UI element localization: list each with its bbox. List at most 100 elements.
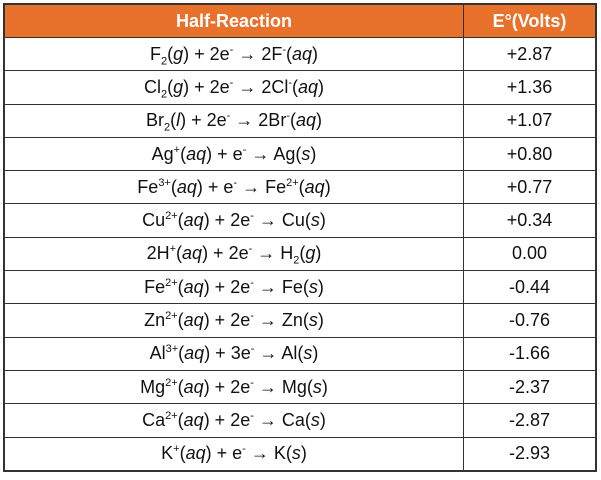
header-row: Half-Reaction E°(Volts): [3, 3, 597, 38]
reaction-cell: Mg2+(aq) + 2e- → Mg(s): [3, 369, 464, 405]
state-text: aq: [183, 409, 204, 430]
table-row: Cl2(g) + 2e- → 2Cl-(aq) +1.36: [3, 70, 597, 105]
table-row: Zn2+(aq) + 2e- → Zn(s) -0.76: [3, 303, 597, 338]
reaction-text: Al: [149, 343, 166, 364]
reaction-cell: Fe3+(aq) + e- → Fe2+(aq): [3, 170, 464, 205]
potential-cell: -2.87: [463, 403, 597, 438]
reaction-text: (: [177, 376, 184, 397]
reaction-text: (: [170, 176, 177, 197]
potential-cell: +2.87: [463, 36, 597, 72]
state-text: aq: [182, 243, 203, 264]
potential-cell: -2.93: [463, 436, 597, 472]
reaction-cell: Fe2+(aq) + 2e- → Fe(s): [3, 270, 464, 305]
supscript-text: -: [248, 243, 253, 256]
state-text: aq: [183, 210, 204, 231]
reaction-text: ): [318, 76, 325, 97]
state-text: aq: [184, 343, 205, 364]
supscript-text: -: [250, 310, 254, 323]
reduction-table: Half-Reaction E°(Volts) F2(g) + 2e- → 2F…: [3, 3, 597, 472]
header-cell: Half-Reaction: [3, 3, 464, 38]
state-text: aq: [183, 276, 204, 297]
state-text: g: [305, 243, 316, 264]
supscript-text: +: [173, 143, 181, 156]
reaction-text: Ag: [151, 143, 174, 164]
reaction-text: Br: [145, 110, 164, 131]
supscript-text: 3+: [158, 176, 171, 189]
potential-cell: -1.66: [463, 336, 597, 371]
reaction-text: ): [321, 376, 328, 397]
subscript-text: 2: [160, 88, 168, 101]
state-text: aq: [183, 376, 204, 397]
supscript-text: 2+: [165, 210, 178, 223]
supscript-text: -: [250, 343, 255, 356]
state-text: aq: [176, 176, 197, 197]
reaction-text: → Cu(: [253, 210, 311, 231]
table-row: Br2(l) + 2e- → 2Br-(aq) +1.07: [3, 103, 597, 138]
reaction-text: 2H: [146, 243, 170, 264]
reaction-text: (: [180, 143, 187, 164]
reaction-text: ): [317, 310, 324, 331]
reaction-text: (: [176, 243, 183, 264]
state-text: aq: [186, 143, 207, 164]
reaction-text: ): [316, 110, 323, 131]
supscript-text: -: [242, 443, 246, 456]
supscript-text: -: [250, 376, 254, 389]
state-text: aq: [304, 176, 325, 197]
supscript-text: 2+: [165, 376, 178, 389]
reaction-text: ) + 3e: [204, 343, 251, 364]
potential-cell: +0.80: [463, 136, 597, 172]
reaction-text: ) + 2e: [180, 110, 227, 131]
reaction-text: (: [167, 76, 174, 97]
table-row: Ag+(aq) + e- → Ag(s) +0.80: [3, 136, 597, 172]
reaction-text: (: [167, 43, 174, 64]
reaction-text: (: [299, 243, 306, 264]
supscript-text: 2+: [165, 409, 178, 422]
reaction-text: (: [178, 343, 185, 364]
reaction-text: → H: [252, 243, 294, 264]
supscript-text: 3+: [165, 343, 179, 356]
state-text: s: [312, 376, 322, 397]
supscript-text: -: [282, 43, 286, 56]
reaction-text: ) + 2e: [203, 409, 251, 430]
table-row: Al3+(aq) + 3e- → Al(s) -1.66: [3, 336, 597, 371]
potential-cell: -0.44: [463, 270, 597, 305]
subscript-text: 2: [293, 255, 300, 268]
reaction-cell: Ag+(aq) + e- → Ag(s): [3, 136, 464, 172]
reaction-cell: Al3+(aq) + 3e- → Al(s): [3, 336, 464, 371]
state-text: aq: [298, 76, 319, 97]
supscript-text: 2+: [286, 176, 299, 189]
potential-cell: -0.76: [463, 303, 597, 338]
supscript-text: -: [250, 210, 254, 223]
supscript-text: -: [229, 76, 234, 89]
reaction-text: (: [298, 176, 305, 197]
reaction-text: K: [161, 443, 174, 464]
reaction-cell: F2(g) + 2e- → 2F-(aq): [3, 36, 464, 72]
reaction-text: ) + 2e: [203, 210, 251, 231]
potential-cell: +0.77: [463, 170, 597, 205]
reaction-text: ) + 2e: [203, 276, 251, 297]
subscript-text: 2: [163, 121, 171, 134]
state-text: s: [291, 443, 301, 464]
table-body: F2(g) + 2e- → 2F-(aq) +2.87 Cl2(g) + 2e- →…: [3, 36, 597, 472]
state-text: l: [176, 110, 181, 131]
reaction-cell: Zn2+(aq) + 2e- → Zn(s): [3, 303, 464, 338]
reaction-cell: Ca2+(aq) + 2e- → Ca(s): [3, 403, 464, 438]
reaction-text: ): [319, 210, 326, 231]
supscript-text: 2+: [165, 310, 178, 323]
reaction-text: Mg: [140, 376, 166, 397]
reaction-text: → Fe: [237, 176, 287, 197]
reaction-text: → Ca(: [253, 409, 311, 430]
state-text: s: [310, 409, 320, 430]
state-text: aq: [295, 110, 317, 131]
state-text: g: [173, 76, 184, 97]
supscript-text: -: [288, 76, 292, 89]
reaction-text: ): [310, 143, 317, 164]
reaction-text: ) + 2e: [202, 243, 249, 264]
supscript-text: +: [169, 243, 177, 256]
table-row: K+(aq) + e- → K(s) -2.93: [3, 436, 597, 472]
table-row: Fe3+(aq) + e- → Fe2+(aq) +0.77: [3, 170, 597, 205]
reaction-text: ) + 2e: [183, 43, 230, 64]
reaction-text: → K(: [245, 443, 292, 464]
supscript-text: +: [173, 443, 180, 456]
reaction-text: Ca: [142, 409, 166, 430]
